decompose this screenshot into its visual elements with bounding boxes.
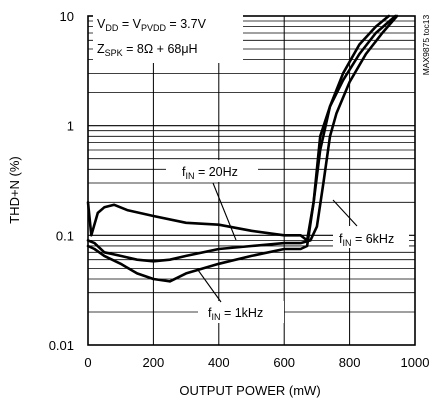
leader-20hz bbox=[212, 182, 237, 241]
series-label-20hz: fIN = 20Hz bbox=[166, 160, 258, 241]
y-tick-label: 1 bbox=[67, 119, 74, 134]
y-tick-label: 0.01 bbox=[49, 338, 74, 353]
plot-frame bbox=[87, 15, 416, 346]
x-tick-label: 600 bbox=[273, 355, 295, 370]
y-tick-label: 10 bbox=[60, 9, 74, 24]
x-tick-label: 400 bbox=[208, 355, 230, 370]
series-label-1khz: fIN = 1kHz bbox=[197, 269, 284, 323]
condition-supply: VDD = VPVDD = 3.7V bbox=[97, 17, 207, 33]
condition-load: ZSPK = 8Ω + 68μH bbox=[97, 42, 198, 58]
y-axis-ticks: 0.01 0.1 1 10 bbox=[49, 9, 74, 353]
leader-1khz bbox=[197, 269, 222, 303]
series-line-0 bbox=[86, 14, 391, 242]
x-tick-label: 800 bbox=[339, 355, 361, 370]
series-lines bbox=[86, 14, 399, 283]
leader-6khz bbox=[332, 199, 358, 227]
x-axis-ticks: 0 200 400 600 800 1000 bbox=[84, 355, 429, 370]
x-axis-title: OUTPUT POWER (mW) bbox=[179, 383, 320, 398]
y-axis-title: THD+N (%) bbox=[7, 156, 22, 224]
x-tick-label: 1000 bbox=[401, 355, 430, 370]
series-line-2 bbox=[86, 14, 397, 283]
x-tick-label: 200 bbox=[143, 355, 165, 370]
figure-code: MAX9875 toc13 bbox=[421, 14, 431, 75]
x-tick-label: 0 bbox=[84, 355, 91, 370]
series-line-1 bbox=[86, 14, 399, 263]
svg-text:fIN = 1kHz: fIN = 1kHz bbox=[208, 306, 263, 322]
y-tick-label: 0.1 bbox=[56, 228, 74, 243]
svg-text:fIN = 20Hz: fIN = 20Hz bbox=[182, 165, 238, 181]
svg-text:fIN = 6kHz: fIN = 6kHz bbox=[339, 232, 394, 248]
series-label-6khz: fIN = 6kHz bbox=[332, 199, 409, 248]
conditions-box bbox=[93, 7, 243, 63]
